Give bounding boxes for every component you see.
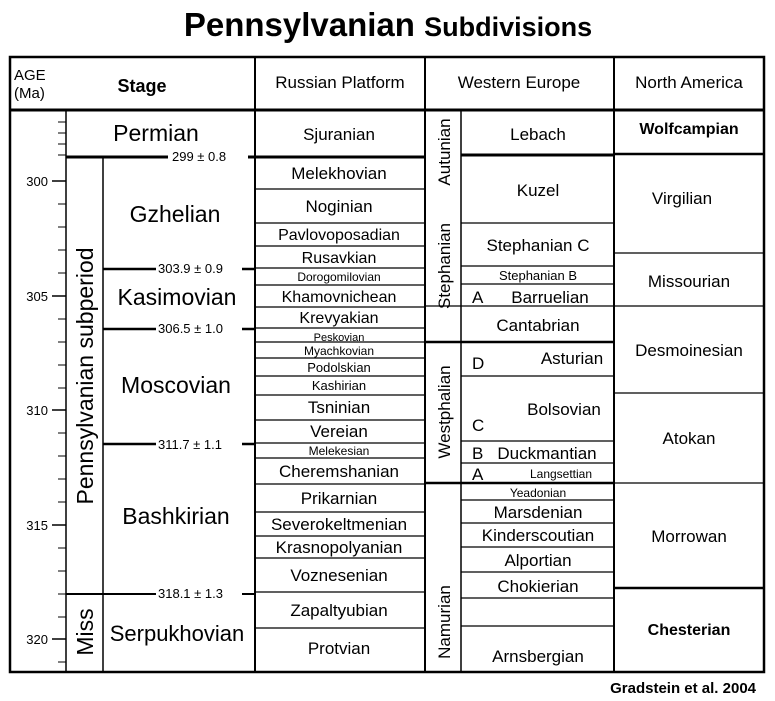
western-kuzel: Kuzel [517, 181, 560, 200]
russian-header: Russian Platform [275, 73, 404, 92]
age-header-line2: (Ma) [14, 85, 45, 102]
stage-kasimovian: Kasimovian [118, 284, 237, 310]
north-desmoinesian: Desmoinesian [635, 341, 743, 360]
boundary-age-303-9: 303.9 ± 0.9 [158, 261, 223, 276]
western-substage-b: B [472, 444, 483, 463]
western-kinderscoutian: Kinderscoutian [482, 526, 594, 545]
western-substage-a2: A [472, 465, 484, 484]
boundary-age-299: 299 ± 0.8 [172, 149, 226, 164]
stage-gzhelian: Gzhelian [130, 201, 221, 227]
western-bolsovian: Bolsovian [527, 400, 601, 419]
subperiod-mississippian: Miss [72, 608, 98, 655]
russian-podolskian: Podolskian [307, 360, 371, 375]
russian-zapaltyubian: Zapaltyubian [290, 601, 387, 620]
russian-peskovian: Peskovian [314, 332, 365, 344]
western-stephanian-b: Stephanian B [499, 268, 577, 283]
russian-severokeltmenian: Severokeltmenian [271, 515, 407, 534]
age-tick-310: 310 [26, 403, 48, 418]
western-marsdenian: Marsdenian [494, 503, 583, 522]
russian-sjuranian: Sjuranian [303, 125, 375, 144]
western-asturian: Asturian [541, 349, 603, 368]
russian-kashirian: Kashirian [312, 378, 366, 393]
russian-vereian: Vereian [310, 422, 368, 441]
russian-pavlovoposadian: Pavlovoposadian [278, 227, 400, 244]
boundary-age-311-7: 311.7 ± 1.1 [158, 437, 222, 452]
stage-bashkirian: Bashkirian [122, 503, 229, 529]
russian-cheremshanian: Cheremshanian [279, 462, 399, 481]
russian-melekesian: Melekesian [309, 444, 370, 458]
north-wolfcampian: Wolfcampian [639, 121, 738, 138]
western-series-westphalian: Westphalian [435, 365, 454, 458]
boundary-age-318-1: 318.1 ± 1.3 [158, 586, 223, 601]
age-tick-320: 320 [26, 632, 48, 647]
boundary-age-306-5: 306.5 ± 1.0 [158, 321, 223, 336]
russian-column-lines [255, 155, 425, 629]
western-alportian: Alportian [504, 551, 571, 570]
russian-melekhovian: Melekhovian [291, 164, 386, 183]
north-chesterian: Chesterian [648, 622, 731, 639]
russian-voznesenian: Voznesenian [290, 566, 387, 585]
title: Pennsylvanian Subdivisions [184, 6, 592, 43]
age-tick-305: 305 [26, 289, 48, 304]
russian-krevyakian: Krevyakian [299, 310, 378, 327]
north-header: North America [635, 73, 743, 92]
western-substage-a1: A [472, 288, 484, 307]
western-substage-d: D [472, 354, 484, 373]
western-duckmantian: Duckmantian [497, 444, 596, 463]
subperiod-pennsylvanian: Pennsylvanian subperiod [72, 247, 98, 504]
russian-tsninian: Tsninian [308, 398, 370, 417]
russian-noginian: Noginian [305, 197, 372, 216]
western-header: Western Europe [458, 73, 581, 92]
russian-khamovnichean: Khamovnichean [282, 289, 397, 306]
north-virgilian: Virgilian [652, 189, 712, 208]
title-sub: Subdivisions [424, 12, 592, 42]
stage-moscovian: Moscovian [121, 372, 231, 398]
credit: Gradstein et al. 2004 [610, 680, 757, 697]
western-stephanian-c: Stephanian C [486, 236, 589, 255]
western-cantabrian: Cantabrian [496, 316, 579, 335]
russian-protvian: Protvian [308, 639, 370, 658]
stage-permian: Permian [113, 120, 199, 146]
north-atokan: Atokan [663, 429, 716, 448]
age-scale [52, 121, 66, 663]
stage-serpukhovian: Serpukhovian [110, 621, 245, 646]
age-tick-300: 300 [26, 174, 48, 189]
russian-krasnopolyanian: Krasnopolyanian [276, 538, 403, 557]
north-morrowan: Morrowan [651, 527, 727, 546]
western-langsettian: Langsettian [530, 467, 592, 481]
western-arnsbergian: Arnsbergian [492, 647, 584, 666]
western-yeadonian: Yeadonian [510, 486, 566, 500]
western-series-stephanian: Stephanian [435, 223, 454, 309]
north-column-lines [614, 152, 764, 590]
western-column-lines [425, 110, 614, 672]
western-chokierian: Chokierian [497, 577, 578, 596]
age-header-line1: AGE [14, 67, 46, 84]
north-missourian: Missourian [648, 272, 730, 291]
age-tick-315: 315 [26, 518, 48, 533]
russian-myachkovian: Myachkovian [304, 344, 374, 358]
russian-prikarnian: Prikarnian [301, 489, 378, 508]
western-barruelian: Barruelian [511, 288, 589, 307]
western-substage-c: C [472, 416, 484, 435]
western-series-namurian: Namurian [435, 585, 454, 659]
western-lebach: Lebach [510, 125, 566, 144]
title-main: Pennsylvanian [184, 6, 415, 43]
stage-header: Stage [117, 76, 166, 96]
western-series-autunian: Autunian [435, 118, 454, 185]
russian-dorogomilovian: Dorogomilovian [297, 270, 380, 284]
russian-rusavkian: Rusavkian [302, 250, 377, 267]
